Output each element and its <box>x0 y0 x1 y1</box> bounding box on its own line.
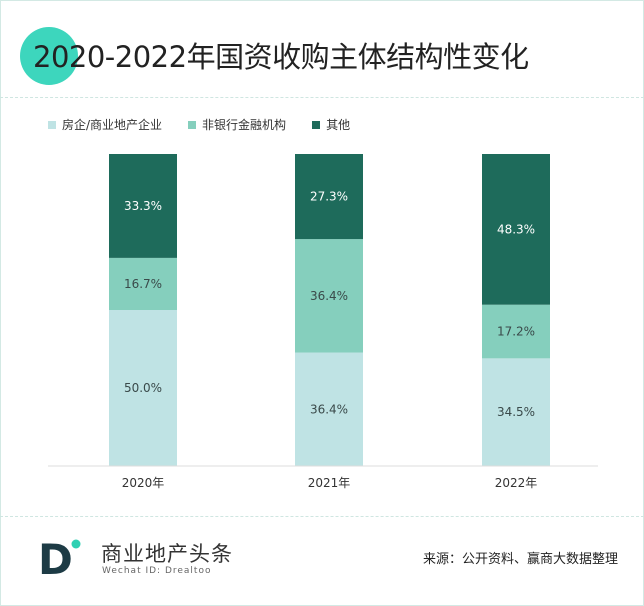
bar-group: 50.0% 16.7% 33.3% 36.4% 36.4% 27.3% 34.5% 17.2%… <box>109 154 550 466</box>
x-tick-label-3: 2022年 <box>495 476 538 490</box>
data-label-real-estate-3: 34.5% <box>497 405 535 419</box>
x-tick-label-2: 2021年 <box>308 476 351 490</box>
data-label-other-3: 48.3% <box>497 222 535 236</box>
data-label-real-estate-2: 36.4% <box>310 402 348 416</box>
bar-segment-real-estate-3 <box>482 358 550 466</box>
bar-segment-other-2 <box>295 154 363 240</box>
legend-label-non-bank-finance: 非银行金融机构 <box>202 118 287 132</box>
data-label-non-bank-finance-2: 36.4% <box>310 289 348 303</box>
bar-segment-non-bank-finance-3 <box>482 304 550 359</box>
chart-legend: 房企/商业地产企业 非银行金融机构 其他 <box>48 116 376 133</box>
legend-swatch-real-estate <box>48 120 56 129</box>
page-title: 2020-2022年国资收购主体结构性变化 <box>33 40 529 74</box>
footer-divider <box>0 516 644 517</box>
bar-segment-real-estate-1 <box>109 310 177 466</box>
title-accent-dot <box>20 27 78 85</box>
bar-segment-other-1 <box>109 154 177 258</box>
legend-label-real-estate: 房企/商业地产企业 <box>62 118 163 132</box>
legend-swatch-non-bank-finance <box>188 120 197 129</box>
legend-item-real-estate: 房企/商业地产企业 <box>48 116 162 133</box>
data-label-other-2: 27.3% <box>310 190 348 204</box>
data-label-non-bank-finance-3: 17.2% <box>497 325 535 339</box>
x-tick-label-1: 2020年 <box>122 476 165 490</box>
brand-wechat-id: Wechat ID: Drealtoo <box>102 566 212 576</box>
logo-dot <box>71 539 81 549</box>
brand-logo-icon: D <box>38 538 81 578</box>
logo-letter: D <box>38 538 73 578</box>
header-divider <box>0 97 644 98</box>
legend-label-other: 其他 <box>326 118 351 132</box>
bar-segment-non-bank-finance-1 <box>109 257 177 310</box>
x-axis-ticks: 2020年 2021年 2022年 <box>122 476 538 490</box>
brand-name: 商业地产头条 <box>101 542 233 566</box>
legend-swatch-other <box>312 120 321 129</box>
bar-segment-other-3 <box>482 154 550 305</box>
legend-item-other: 其他 <box>312 116 350 133</box>
legend-item-non-bank-finance: 非银行金融机构 <box>188 116 286 133</box>
bar-segment-non-bank-finance-2 <box>295 239 363 353</box>
data-label-non-bank-finance-1: 16.7% <box>124 277 162 291</box>
source-note: 来源：公开资料、赢商大数据整理 <box>422 552 618 567</box>
data-label-real-estate-1: 50.0% <box>124 381 162 395</box>
bar-segment-real-estate-2 <box>295 352 363 466</box>
data-label-other-1: 33.3% <box>124 199 162 213</box>
